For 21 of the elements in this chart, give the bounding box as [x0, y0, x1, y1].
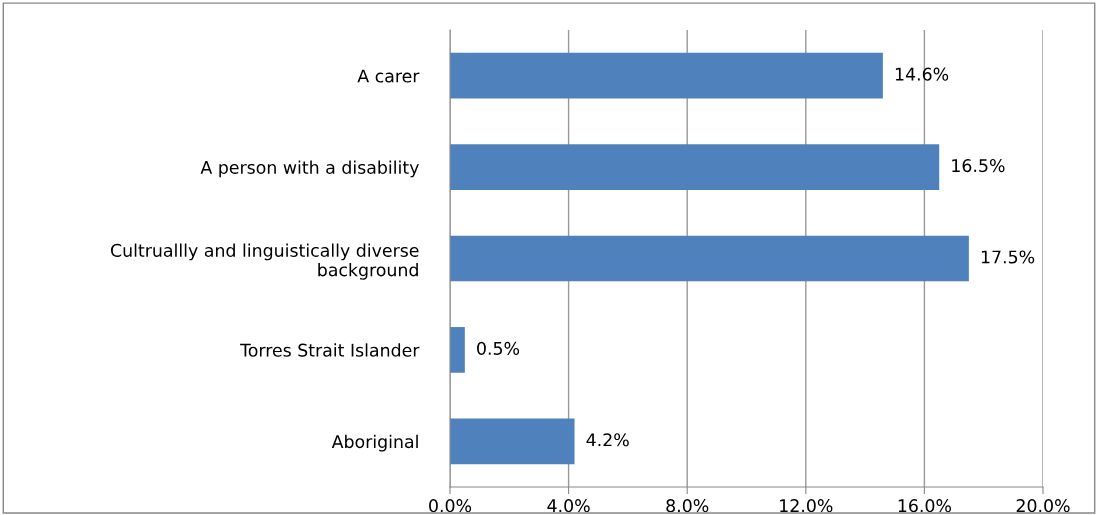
bar: [450, 144, 940, 190]
x-tick-label: 4.0%: [547, 499, 590, 513]
y-tick-label: A carer: [357, 69, 420, 83]
bar: [450, 235, 969, 282]
y-tick-label: Aboriginal: [331, 434, 418, 452]
bar: [450, 418, 575, 465]
data-label: 17.5%: [981, 250, 1035, 264]
data-label: 14.6%: [895, 67, 949, 81]
data-label: 16.5%: [952, 159, 1005, 173]
data-label: 0.5%: [477, 341, 520, 355]
x-tick-label: 8.0%: [666, 499, 709, 513]
y-tick-label: Torres Strait Islander: [240, 343, 420, 357]
bar: [450, 52, 883, 99]
x-tick-label: 16.0%: [898, 499, 952, 513]
bar: [450, 327, 465, 373]
y-tick-label: Cultruallly and linguistically diverse background: [110, 243, 419, 280]
x-tick-label: 20.0%: [1016, 499, 1070, 513]
data-label: 4.2%: [586, 433, 629, 447]
x-tick-label: 0.0%: [429, 499, 472, 513]
x-tick-label: 12.0%: [780, 499, 833, 513]
y-tick-label: A person with a disability: [200, 160, 419, 178]
